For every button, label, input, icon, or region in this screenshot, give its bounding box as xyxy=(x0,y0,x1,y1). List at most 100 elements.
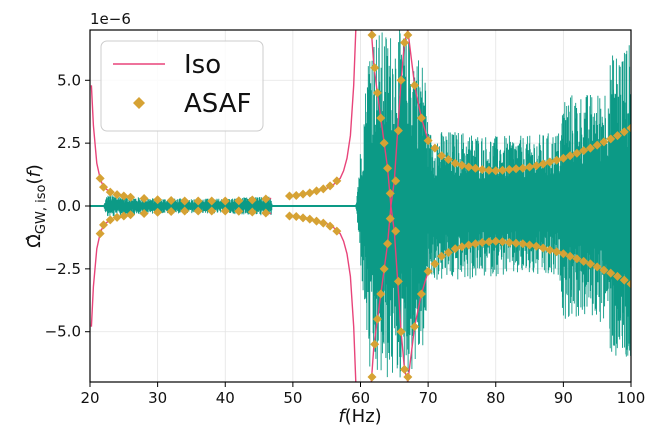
asaf-point xyxy=(298,213,308,223)
asaf-point xyxy=(498,165,508,175)
iso-line-upper xyxy=(326,30,357,190)
iso-line-lower xyxy=(326,222,357,382)
asaf-point xyxy=(410,80,420,90)
asaf-point xyxy=(291,212,301,222)
asaf-point xyxy=(305,188,315,198)
asaf-point xyxy=(372,314,382,324)
asaf-point xyxy=(626,279,631,289)
asaf-point xyxy=(504,237,514,247)
asaf-point xyxy=(312,186,322,196)
asaf-point xyxy=(261,208,271,218)
x-tick-label: 20 xyxy=(80,389,99,407)
asaf-point xyxy=(376,113,386,123)
asaf-point xyxy=(585,143,595,153)
asaf-point xyxy=(105,215,115,225)
asaf-point xyxy=(572,148,582,158)
y-scale-label: 1e−6 xyxy=(90,10,131,28)
asaf-point xyxy=(484,237,494,247)
asaf-point xyxy=(579,256,589,266)
asaf-point xyxy=(126,192,136,202)
asaf-point xyxy=(372,88,382,98)
asaf-point xyxy=(370,63,380,73)
noise-band-series xyxy=(103,30,631,378)
legend-asaf-marker xyxy=(133,97,145,109)
asaf-point xyxy=(105,187,115,197)
asaf-point xyxy=(612,271,622,281)
asaf-point xyxy=(538,159,548,169)
asaf-point xyxy=(234,206,244,216)
asaf-point xyxy=(538,243,548,253)
asaf-point xyxy=(579,146,589,156)
asaf-point xyxy=(464,240,474,250)
asaf-point xyxy=(325,221,335,231)
asaf-point xyxy=(126,210,136,220)
asaf-point xyxy=(437,151,447,161)
asaf-point xyxy=(470,163,480,173)
asaf-point xyxy=(403,30,413,40)
x-tick-label: 70 xyxy=(419,389,438,407)
asaf-point xyxy=(166,207,176,217)
asaf-point xyxy=(153,207,163,217)
asaf-series xyxy=(95,30,631,382)
asaf-point xyxy=(430,143,440,153)
asaf-point xyxy=(457,242,467,252)
asaf-point xyxy=(504,165,514,175)
asaf-point xyxy=(399,38,409,48)
asaf-point xyxy=(518,239,528,249)
x-tick-label: 60 xyxy=(351,389,370,407)
y-tick-label: 5.0 xyxy=(57,71,81,89)
x-tick-label: 100 xyxy=(617,389,646,407)
asaf-point xyxy=(518,163,528,173)
asaf-point xyxy=(399,364,409,374)
asaf-point xyxy=(180,206,190,216)
asaf-point xyxy=(416,289,426,299)
asaf-point xyxy=(585,259,595,269)
asaf-point xyxy=(511,164,521,174)
asaf-point xyxy=(396,327,406,337)
asaf-point xyxy=(193,206,203,216)
x-tick-label: 50 xyxy=(283,389,302,407)
asaf-point xyxy=(491,166,501,176)
asaf-point xyxy=(491,236,501,246)
x-axis-unit: (Hz) xyxy=(345,406,382,427)
asaf-point xyxy=(234,196,244,206)
asaf-point xyxy=(312,216,322,226)
asaf-point xyxy=(261,194,271,204)
asaf-point xyxy=(99,182,109,192)
asaf-point xyxy=(112,212,122,222)
legend: Iso ASAF xyxy=(100,40,264,132)
asaf-point xyxy=(423,136,433,146)
asaf-point xyxy=(477,165,487,175)
asaf-point xyxy=(531,241,541,251)
asaf-point xyxy=(403,372,413,382)
asaf-point xyxy=(119,211,129,221)
asaf-point xyxy=(112,190,122,200)
x-tick-label: 40 xyxy=(216,389,235,407)
asaf-point xyxy=(383,239,393,249)
asaf-point xyxy=(599,265,609,275)
asaf-point xyxy=(220,206,230,216)
asaf-point xyxy=(393,126,403,136)
asaf-point xyxy=(443,154,453,164)
asaf-point xyxy=(95,229,105,239)
asaf-point xyxy=(391,176,401,186)
asaf-point xyxy=(552,155,562,165)
asaf-point xyxy=(565,151,575,161)
y-tick-label: 2.5 xyxy=(57,134,81,152)
asaf-point xyxy=(606,134,616,144)
asaf-point xyxy=(592,262,602,272)
asaf-point xyxy=(332,226,342,236)
asaf-point xyxy=(470,239,480,249)
asaf-point xyxy=(385,214,395,224)
x-tick-label: 30 xyxy=(148,389,167,407)
legend-asaf-label: ASAF xyxy=(184,89,252,119)
asaf-point xyxy=(247,195,257,205)
asaf-point xyxy=(318,218,328,228)
asaf-point xyxy=(416,113,426,123)
y-axis-label: Ω̂GW, iso(f) xyxy=(24,164,49,248)
y-axis: −5.0 −2.5 0.0 2.5 5.0 xyxy=(45,71,90,341)
asaf-point xyxy=(484,165,494,175)
asaf-point xyxy=(450,158,460,168)
asaf-point xyxy=(565,251,575,261)
